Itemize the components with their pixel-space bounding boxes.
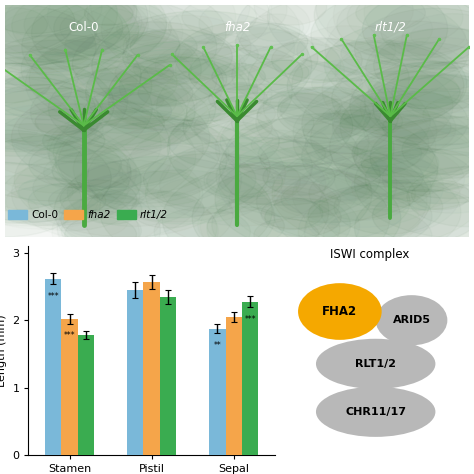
Legend: Col-0, fha2, rlt1/2: Col-0, fha2, rlt1/2 — [4, 206, 172, 224]
Text: ***: *** — [47, 292, 59, 301]
Bar — [144, 282, 160, 455]
Bar — [242, 301, 258, 455]
Text: fha2: fha2 — [224, 21, 250, 34]
Bar — [209, 328, 226, 455]
Text: ***: *** — [245, 315, 256, 324]
Y-axis label: Length (mm): Length (mm) — [0, 314, 7, 387]
Text: ***: *** — [64, 331, 75, 340]
Ellipse shape — [316, 339, 436, 389]
Text: rlt1/2: rlt1/2 — [374, 21, 406, 34]
Ellipse shape — [376, 295, 447, 345]
Bar — [160, 297, 176, 455]
Bar — [61, 319, 78, 455]
Ellipse shape — [298, 283, 382, 340]
Text: ARID5: ARID5 — [392, 315, 430, 325]
Bar — [226, 317, 242, 455]
Text: CHR11/17: CHR11/17 — [345, 407, 406, 417]
Text: FHA2: FHA2 — [322, 305, 357, 318]
Ellipse shape — [316, 387, 436, 437]
Text: **: ** — [213, 341, 221, 350]
Text: ISWI complex: ISWI complex — [330, 248, 410, 261]
Text: Col-0: Col-0 — [68, 21, 99, 34]
Bar — [127, 290, 144, 455]
Bar — [45, 279, 61, 455]
Bar — [78, 335, 94, 455]
Text: RLT1/2: RLT1/2 — [355, 359, 396, 369]
